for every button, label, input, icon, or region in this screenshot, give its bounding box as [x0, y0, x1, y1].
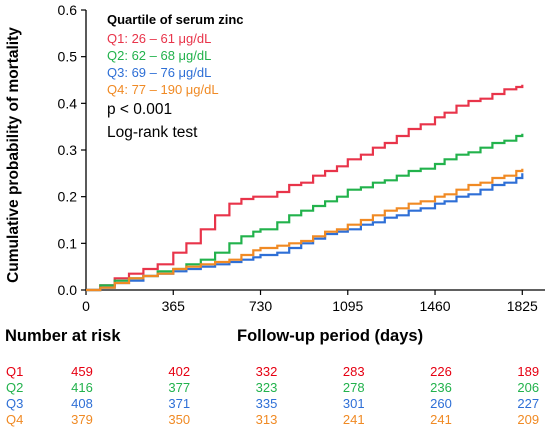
y-tick-label: 0.0: [58, 282, 78, 298]
x-tick-label: 1095: [332, 298, 363, 314]
risk-cell: 377: [168, 380, 191, 395]
risk-row-label: Q4: [6, 412, 24, 427]
x-tick-label: 1460: [419, 298, 450, 314]
risk-cell: 301: [342, 396, 365, 411]
y-tick-label: 0.4: [58, 95, 78, 111]
risk-cell: 402: [168, 364, 191, 379]
legend-entry-q2: Q2: 62 – 68 μg/dL: [107, 48, 212, 63]
risk-cell: 260: [430, 396, 452, 411]
risk-cell: 227: [517, 396, 540, 411]
legend-title: Quartile of serum zinc: [107, 12, 244, 27]
series-line-q4: [86, 168, 524, 292]
risk-cell: 379: [71, 412, 93, 427]
risk-cell: 241: [342, 412, 365, 427]
risk-cell: 371: [168, 396, 191, 411]
legend-entry-q3: Q3: 69 – 76 μg/dL: [107, 65, 212, 80]
risk-row-label: Q3: [6, 396, 24, 411]
km-chart: 0.0 0.1 0.2 0.3 0.4 0.5 0.6 0 365 730 1095 1460 1825: [58, 2, 545, 314]
risk-row-q4: Q4 379 350 313 241 241 209: [0, 412, 550, 430]
x-tick-label: 365: [162, 298, 186, 314]
risk-cell: 408: [71, 396, 93, 411]
risk-row-label: Q2: [6, 380, 24, 395]
risk-row-q1: Q1 459 402 332 283 226 189: [0, 364, 550, 382]
axes: 0.0 0.1 0.2 0.3 0.4 0.5 0.6 0 365 730 1095 1460 1825: [58, 2, 545, 314]
y-tick-label: 0.2: [58, 189, 78, 205]
p-value-annotation: p < 0.001: [107, 101, 173, 118]
risk-cell: 189: [517, 364, 540, 379]
x-tick-label: 1825: [507, 298, 538, 314]
risk-row-q3: Q3 408 371 335 301 260 227: [0, 396, 550, 414]
risk-cell: 416: [71, 380, 93, 395]
risk-cell: 313: [255, 412, 278, 427]
legend-entry-q4: Q4: 77 – 190 μg/dL: [107, 82, 219, 97]
risk-cell: 323: [255, 380, 278, 395]
x-tick-label: 730: [249, 298, 273, 314]
risk-cell: 459: [71, 364, 93, 379]
y-axis-label: Cumulative probability of mortality: [5, 27, 22, 283]
risk-cell: 350: [168, 412, 191, 427]
legend-entry-q1: Q1: 26 – 61 μg/dL: [107, 31, 212, 46]
risk-cell: 226: [430, 364, 452, 379]
risk-cell: 283: [342, 364, 365, 379]
risk-cell: 209: [517, 412, 540, 427]
risk-cell: 335: [255, 396, 278, 411]
y-tick-label: 0.3: [58, 142, 78, 158]
series-line-q2: [86, 133, 524, 292]
risk-cell: 241: [430, 412, 452, 427]
x-axis-label: Follow-up period (days): [237, 327, 424, 345]
y-tick-label: 0.1: [58, 235, 78, 251]
risk-cell: 236: [430, 380, 452, 395]
risk-cell: 206: [517, 380, 540, 395]
series-layer: [86, 84, 524, 292]
risk-cell: 332: [255, 364, 278, 379]
risk-table-title: Number at risk: [5, 327, 121, 345]
y-tick-label: 0.6: [58, 2, 78, 18]
x-tick-label: 0: [82, 298, 90, 314]
test-annotation: Log-rank test: [107, 124, 198, 141]
series-line-q1: [86, 84, 524, 292]
risk-row-q2: Q2 416 377 323 278 236 206: [0, 380, 550, 398]
y-tick-label: 0.5: [58, 49, 78, 65]
risk-row-label: Q1: [6, 364, 24, 379]
risk-cell: 278: [342, 380, 365, 395]
